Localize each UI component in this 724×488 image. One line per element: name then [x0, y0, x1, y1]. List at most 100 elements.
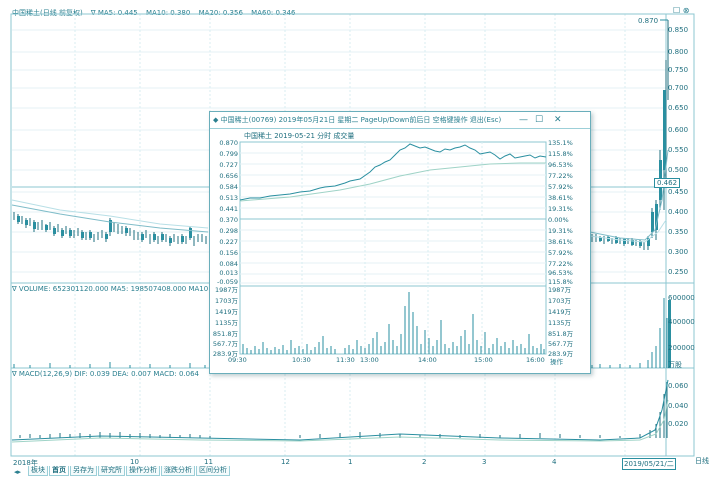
time-tick: 3: [482, 458, 487, 466]
tab-research[interactable]: 研究所: [98, 466, 125, 476]
macd-tick: 0.060: [668, 382, 689, 390]
price-tick: 0.400: [668, 208, 689, 216]
tab-operation-analysis[interactable]: 操作分析: [126, 466, 160, 476]
popup-chart-title: 中国稀土 2019-05-21 分时 成交量: [244, 132, 355, 140]
price-tick: 0.450: [668, 188, 689, 196]
time-tick: 2018年: [13, 459, 38, 467]
time-tick: 12: [281, 458, 290, 466]
price-label: 0.799: [219, 150, 238, 158]
volume-header: ∇ VOLUME: 652301120.000 MA5: 198507408.0…: [12, 285, 236, 293]
volume-label: 1987万: [214, 286, 238, 294]
volume-label-right: 1135万: [548, 319, 572, 327]
minimize-button[interactable]: —: [519, 115, 528, 125]
pct-label: 77.22%: [548, 260, 573, 268]
close-button[interactable]: ✕: [554, 115, 562, 125]
tab-sector[interactable]: 板块: [28, 466, 48, 476]
high-label: 0.870: [638, 17, 659, 25]
volume-label: 283.9万: [212, 350, 238, 358]
volume-label: 1135万: [214, 319, 238, 327]
price-tick: 0.550: [668, 146, 689, 154]
time-label: 10:30: [292, 356, 311, 364]
pct-label: 19.31%: [548, 205, 573, 213]
volume-label-right: 1419万: [548, 308, 572, 316]
volume-label: 1419万: [214, 308, 238, 316]
price-label: 0.370: [219, 216, 238, 224]
price-label: 0.584: [219, 183, 238, 191]
price-label: 0.227: [219, 238, 238, 246]
ma20-indicator: MA20: 0.356: [198, 9, 243, 17]
intraday-popup-window: ◆ 中国稀土(00769) 2019年05月21日 星期二 PageUp/Dow…: [209, 111, 591, 374]
time-label: 09:30: [228, 356, 247, 364]
ma5-indicator[interactable]: ∇ MA5: 0.445: [90, 9, 138, 17]
time-label: 11:30: [336, 356, 355, 364]
stock-title: 中国稀土(日线 前复权): [12, 9, 83, 17]
price-tick: 0.650: [668, 104, 689, 112]
left-scroll-arrows[interactable]: ◂▸: [14, 468, 22, 476]
intraday-chart: [239, 141, 547, 355]
volume-label-right: 1703万: [548, 297, 572, 305]
tab-range-analysis[interactable]: 区间分析: [196, 466, 230, 476]
price-label: 0.441: [219, 205, 238, 213]
volume-label: 1703万: [214, 297, 238, 305]
macd-tick: 0.040: [668, 402, 689, 410]
time-cursor-label: 2019/05/21/二: [622, 458, 676, 470]
price-label: -0.059: [217, 278, 238, 286]
main-chart-header: 中国稀土(日线 前复权) ∇ MA5: 0.445 MA10: 0.380 MA…: [12, 8, 302, 18]
volume-tick: 400000: [668, 318, 695, 326]
pct-label: 57.92%: [548, 183, 573, 191]
pct-label: 96.53%: [548, 161, 573, 169]
price-label: 0.013: [219, 269, 238, 277]
volume-unit: 万股: [668, 361, 682, 369]
time-label: 13:00: [360, 356, 379, 364]
popup-titlebar[interactable]: ◆ 中国稀土(00769) 2019年05月21日 星期二 PageUp/Dow…: [210, 112, 590, 129]
restore-icon[interactable]: ☐: [673, 6, 681, 15]
pct-label: 57.92%: [548, 249, 573, 257]
price-tick: 0.600: [668, 126, 689, 134]
popup-app-icon: ◆: [213, 116, 221, 124]
time-label: 15:00: [474, 356, 493, 364]
macd-header: ∇ MACD(12,26,9) DIF: 0.039 DEA: 0.007 MA…: [12, 370, 200, 378]
pct-label: 77.22%: [548, 172, 573, 180]
price-tick: 0.250: [668, 268, 689, 276]
pct-label: 115.8%: [548, 150, 573, 158]
pct-label: 0.00%: [548, 216, 569, 224]
price-tick: 0.850: [668, 26, 689, 34]
pct-label: 19.31%: [548, 227, 573, 235]
pct-label: 38.61%: [548, 238, 573, 246]
tab-home[interactable]: 首页: [49, 466, 69, 476]
price-label: 0.084: [219, 260, 238, 268]
pct-label: 115.8%: [548, 278, 573, 286]
price-label: 0.156: [219, 249, 238, 257]
pct-label: 135.1%: [548, 139, 573, 147]
volume-label-right: 283.9万: [548, 350, 574, 358]
price-label: 0.870: [219, 139, 238, 147]
volume-tick: 200000: [668, 344, 695, 352]
period-label-daily[interactable]: 日线: [695, 457, 709, 465]
pct-label: 38.61%: [548, 194, 573, 202]
pct-label: 96.53%: [548, 269, 573, 277]
current-price-badge: 0.462: [654, 178, 681, 188]
price-label: 0.513: [219, 194, 238, 202]
ma60-indicator: MA60: 0.346: [251, 9, 296, 17]
price-tick: 0.700: [668, 84, 689, 92]
window-controls: ☐ ⊗: [673, 6, 689, 15]
tab-rise-fall-analysis[interactable]: 涨跌分析: [161, 466, 195, 476]
macd-tick: 0.020: [668, 420, 689, 428]
price-tick: 0.300: [668, 248, 689, 256]
tab-save-as[interactable]: 另存为: [70, 466, 97, 476]
time-tick: 4: [552, 458, 557, 466]
price-label: 0.727: [219, 161, 238, 169]
popup-title: 中国稀土(00769) 2019年05月21日 星期二 PageUp/Down前…: [220, 116, 502, 124]
volume-tick: 600000: [668, 294, 695, 302]
time-tick: 1: [348, 458, 353, 466]
operation-button[interactable]: 操作: [550, 358, 563, 366]
time-label: 16:00: [526, 356, 545, 364]
volume-label-right: 1987万: [548, 286, 572, 294]
close-icon[interactable]: ⊗: [682, 6, 690, 15]
volume-label: 851.8万: [212, 330, 238, 338]
bottom-tab-bar: 板块 首页 另存为 研究所 操作分析 涨跌分析 区间分析: [28, 466, 231, 476]
volume-label-right: 851.8万: [548, 330, 574, 338]
volume-label-right: 567.7万: [548, 340, 574, 348]
maximize-button[interactable]: ☐: [535, 115, 544, 125]
